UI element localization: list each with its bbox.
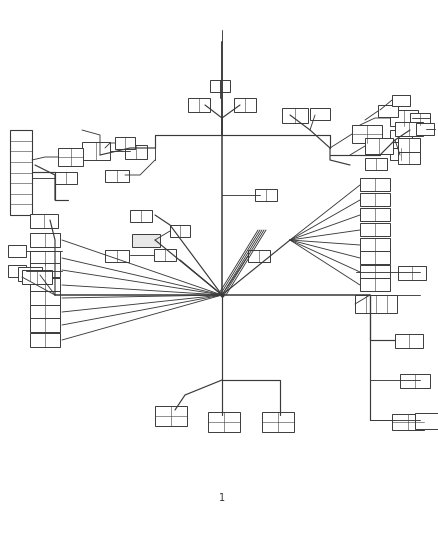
Bar [105,170,129,182]
Bar [8,265,26,277]
Bar [360,178,390,191]
Bar [360,278,390,291]
Bar [390,148,412,160]
Bar [30,214,58,228]
Bar [115,137,135,149]
Bar [415,413,438,429]
Bar [398,266,426,280]
Bar [30,305,60,319]
Bar [30,278,60,292]
Bar [8,245,26,257]
Bar [30,333,60,347]
Bar [395,122,423,136]
Bar [392,414,424,430]
Bar [105,250,129,262]
Bar [416,123,434,135]
Bar [360,265,390,278]
Bar [234,98,256,112]
Text: 1: 1 [219,494,226,503]
Bar [130,210,152,222]
Bar [365,158,387,170]
Bar [210,80,230,92]
Bar [170,225,190,237]
Bar [398,152,420,164]
Bar [360,193,390,206]
Bar [262,412,294,432]
Bar [30,233,60,247]
Bar [188,98,210,112]
Bar [248,250,270,262]
Bar [10,130,32,215]
Bar [365,138,393,154]
Bar [282,108,308,123]
Bar [30,291,60,305]
Bar [154,249,176,261]
Bar [378,105,398,117]
Bar [390,130,412,142]
Bar [392,95,410,106]
Bar [310,108,330,120]
Bar [208,412,240,432]
Bar [132,234,160,247]
Bar [400,374,430,388]
Bar [360,208,390,221]
Bar [58,148,83,166]
Bar [352,125,382,143]
Bar [155,406,187,426]
Bar [390,110,418,126]
Bar [360,251,390,264]
Bar [395,334,423,348]
Bar [55,172,77,184]
Bar [355,295,397,313]
Bar [360,238,390,251]
Bar [82,142,110,160]
Bar [125,145,147,159]
Bar [410,113,430,125]
Bar [360,223,390,236]
Bar [398,138,420,152]
Bar [30,318,60,332]
Bar [30,263,60,277]
Bar [255,189,277,201]
Bar [18,267,42,281]
Bar [30,251,60,265]
Bar [22,270,52,284]
